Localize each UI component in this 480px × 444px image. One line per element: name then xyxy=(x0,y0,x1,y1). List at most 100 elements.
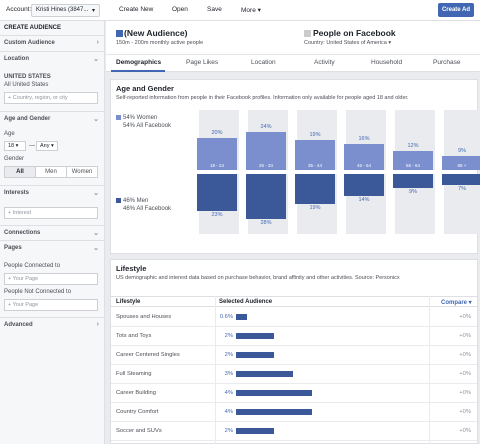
table-row[interactable]: Career Building 4% +0% xyxy=(111,384,477,403)
age-to-select[interactable]: Any ▾ xyxy=(36,141,58,151)
chevron-down-icon: ⌄ xyxy=(93,230,99,237)
gender-all-button[interactable]: All xyxy=(5,167,35,177)
audience-size: 150m - 200m monthly active people xyxy=(116,40,204,46)
age-category-label: 25 - 34 xyxy=(258,163,273,168)
tab-purchase[interactable]: Purchase xyxy=(433,59,461,66)
lifestyle-pct: 4% xyxy=(224,409,233,415)
men-swatch xyxy=(116,197,121,203)
men-bar[interactable] xyxy=(246,174,286,219)
table-row[interactable]: Tots and Toys 2% +0% xyxy=(111,327,477,346)
lifestyle-compare: +0% xyxy=(459,314,471,320)
more-button[interactable]: More ▾ xyxy=(241,7,261,14)
men-pct-label: 14% xyxy=(358,197,370,204)
women-legend: 54% Women 54% All Facebook xyxy=(116,114,171,130)
women-pct-label: 12% xyxy=(407,142,419,149)
account-select[interactable]: Kristi Hines (3847... ▾ xyxy=(31,4,100,17)
col-selected-audience: Selected Audience xyxy=(219,299,273,305)
save-button[interactable]: Save xyxy=(207,6,222,13)
age-label: Age xyxy=(4,131,15,137)
table-row[interactable]: Career Centered Singles 2% +0% xyxy=(111,346,477,365)
col-lifestyle: Lifestyle xyxy=(116,299,141,305)
open-button[interactable]: Open xyxy=(172,6,188,13)
men-bar[interactable] xyxy=(344,174,384,197)
location-country: UNITED STATES xyxy=(4,74,51,80)
age-dash: — xyxy=(29,143,35,149)
audience-swatch xyxy=(116,30,123,37)
sidebar-item-pages[interactable]: Pages ⌄ xyxy=(0,240,105,254)
lifestyle-bar xyxy=(236,371,293,377)
people-not-connected-input[interactable]: + Your Page xyxy=(4,299,98,311)
tab-page-likes[interactable]: Page Likes xyxy=(186,59,219,66)
lifestyle-name: Career Building xyxy=(116,390,156,396)
lifestyle-bar xyxy=(236,352,274,358)
tab-activity[interactable]: Activity xyxy=(314,59,335,66)
lifestyle-name: Career Centered Singles xyxy=(116,352,180,358)
people-connected-input[interactable]: + Your Page xyxy=(4,273,98,285)
sidebar-item-age-gender[interactable]: Age and Gender ⌄ xyxy=(0,111,105,125)
tab-location[interactable]: Location xyxy=(251,59,276,66)
sidebar-title: CREATE AUDIENCE xyxy=(4,25,62,31)
tab-demographics[interactable]: Demographics xyxy=(116,59,162,66)
table-row[interactable]: Soccer and SUVs 2% +0% xyxy=(111,422,477,441)
lifestyle-compare: +0% xyxy=(459,333,471,339)
account-label: Account: xyxy=(6,6,32,13)
women-bar[interactable] xyxy=(344,144,384,170)
women-pct-label: 19% xyxy=(309,131,321,138)
lifestyle-compare: +0% xyxy=(459,390,471,396)
active-tab-indicator xyxy=(111,70,165,72)
sidebar-item-interests[interactable]: Interests ⌄ xyxy=(0,185,105,199)
sidebar-item-advanced[interactable]: Advanced › xyxy=(0,317,105,331)
women-pct-label: 9% xyxy=(458,147,466,154)
men-bar[interactable] xyxy=(442,174,480,186)
age-category-label: 45 - 54 xyxy=(356,163,371,168)
lifestyle-pct: 0.6% xyxy=(219,314,233,320)
location-input[interactable]: + Country, region, or city xyxy=(4,92,98,104)
gender-women-button[interactable]: Women xyxy=(66,167,97,177)
column-divider xyxy=(215,296,216,444)
age-to-value: Any xyxy=(40,143,50,149)
compare-select[interactable]: Compare ▾ xyxy=(441,300,472,306)
create-ad-button[interactable]: Create Ad xyxy=(438,3,474,17)
women-bar[interactable] xyxy=(442,155,480,170)
location-sub: All United States xyxy=(4,82,49,88)
men-pct-label: 19% xyxy=(309,205,321,212)
men-bar[interactable] xyxy=(393,174,433,189)
gender-men-button[interactable]: Men xyxy=(35,167,66,177)
lifestyle-table-header: Lifestyle Selected Audience Compare ▾ xyxy=(111,296,477,307)
create-new-button[interactable]: Create New xyxy=(119,6,154,13)
women-bar[interactable] xyxy=(197,138,237,170)
women-bar[interactable] xyxy=(295,139,335,170)
sidebar: CREATE AUDIENCE Custom Audience › Locatio… xyxy=(0,21,105,444)
men-bar[interactable] xyxy=(295,174,335,205)
age-gender-card: Age and Gender Self-reported information… xyxy=(110,79,480,254)
table-row[interactable]: Country Comfort 4% +0% xyxy=(111,403,477,422)
pof-title: People on Facebook xyxy=(313,28,396,38)
table-row[interactable]: Full Steaming 3% +0% xyxy=(111,365,477,384)
men-bar[interactable] xyxy=(197,174,237,211)
lifestyle-card: Lifestyle US demographic and interest da… xyxy=(110,259,478,444)
lifestyle-pct: 3% xyxy=(224,371,233,377)
lifestyle-name: Country Comfort xyxy=(116,409,159,415)
sidebar-item-connections[interactable]: Connections ⌄ xyxy=(0,225,105,239)
age-category-label: 65 + xyxy=(457,163,467,168)
table-row[interactable]: Spouses and Houses 0.6% +0% xyxy=(111,308,477,327)
sidebar-item-location[interactable]: Location ⌄ xyxy=(0,51,105,65)
women-sub: 54% All Facebook xyxy=(123,123,172,129)
age-from-select[interactable]: 18 ▾ xyxy=(4,141,26,151)
pof-country-select[interactable]: Country: United States of America ▾ xyxy=(304,40,392,46)
advanced-label: Advanced xyxy=(4,322,33,328)
chevron-down-icon: ⌄ xyxy=(93,56,99,63)
interest-input[interactable]: + Interest xyxy=(4,207,98,219)
main-panel: (New Audience) 150m - 200m monthly activ… xyxy=(106,21,480,444)
sidebar-item-custom-audience[interactable]: Custom Audience › xyxy=(0,35,105,49)
tab-household[interactable]: Household xyxy=(371,59,403,66)
age-category-label: 55 - 64 xyxy=(405,163,420,168)
lifestyle-bar xyxy=(236,409,312,415)
lifestyle-compare: +0% xyxy=(459,428,471,434)
women-bar[interactable] xyxy=(246,131,286,170)
women-bar[interactable] xyxy=(393,150,433,170)
lifestyle-name: Tots and Toys xyxy=(116,333,152,339)
lifestyle-name: Full Steaming xyxy=(116,371,152,377)
men-pct-label: 7% xyxy=(458,186,466,193)
lifestyle-bar xyxy=(236,333,274,339)
